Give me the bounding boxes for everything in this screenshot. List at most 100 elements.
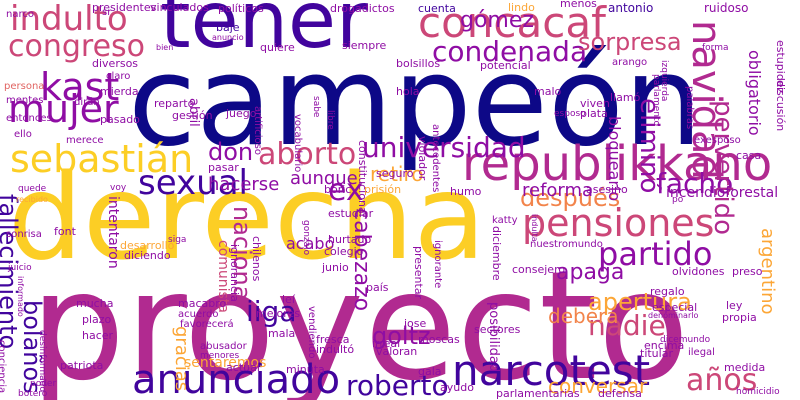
word-apaga: apaga [556,260,625,285]
word-ruidoso: ruidoso [704,1,749,15]
word-universidad: universidad [362,131,526,164]
word-regalo: regalo [650,285,685,298]
word-indulto: indulto [10,0,128,39]
word-derecha: derecha [8,148,486,286]
word-mucha: mucha [76,297,114,310]
word-especial: especial [652,301,698,314]
word-bien: bien [156,43,174,52]
word-denominarlo: denominarlo [648,311,699,320]
word-homicidio: homicidio [736,387,780,397]
word-diciembre: diciembre [490,226,503,281]
word-merece: merece [66,135,104,146]
word-cuenta: cuenta [418,2,456,15]
word-mejores: mejores [256,307,301,320]
word-indulta: indulta [530,214,539,242]
word-ex: ex [328,173,364,208]
word-malo: malo [534,85,562,98]
word-sorpresa: sorpresa [578,28,682,56]
word-lindo: lindo [508,1,535,14]
word-valoran: valoran [376,345,418,358]
word-sectores: sectores [474,323,521,336]
word-constitucional: constitucional [356,140,369,217]
word-hola: hola [396,85,420,98]
word-narco: narco [6,9,34,20]
word-persona: persona [4,81,45,92]
word-antecedentes: antecedentes [430,124,441,193]
word-nuestromundo: nuestromundo [530,239,603,250]
word-acuerdo: acuerdo [178,309,219,320]
word-estupidez: estupidez [774,40,787,94]
word-drogadictos: drogadictos [330,2,395,15]
word-defensa: defensa [598,387,642,400]
word-sabe: sabe [311,96,321,118]
word-colegio: colegio [324,245,364,258]
word-ignorancia: ignorancia [228,244,241,302]
word-gomez: gómez [460,8,534,33]
word-medida: medida [724,361,766,374]
word-voy: voy [110,183,127,193]
word-pasado: pasado [100,113,140,126]
word-aunque: aunque [290,168,358,189]
word-propia: propia [722,311,757,324]
word-po: po [672,195,684,205]
word-vocabulario: vocabulario [292,114,303,173]
word-recibido: recibido [16,195,48,204]
word-patriota: patriota [60,359,104,372]
word-menores: menores [200,351,240,361]
word-asesino: asesino [586,183,628,196]
word-parlamentarias: parlamentarias [496,387,580,400]
word-narcotest: narcotest [452,346,651,395]
word-botero: botero [18,389,48,399]
word-ilegal: ilegal [688,347,715,358]
word-actual: actual [226,361,260,374]
word-nadie: nadie [588,309,666,342]
word-font: font [54,225,76,238]
word-fresca: fresca [316,333,350,346]
word-titular: titular [640,347,673,360]
word-sonrisa: sonrisa [6,229,42,240]
word-diran: dirán [74,97,100,108]
word-poder: poder [30,379,57,389]
word-facho: facho [656,167,734,200]
word-hacer: hacer [82,329,114,342]
word-arango: arango [612,57,648,68]
word-olvidones: olvidones [672,265,725,278]
word-potencial: potencial [480,59,531,72]
word-informado: informado [16,276,25,317]
word-sr: sr [102,7,112,18]
word-dicemundo: dicemundo [660,335,711,345]
word-gestion: gestión [172,109,213,122]
word-abusador: abusador [200,341,247,352]
word-izquierda: izquierda [659,60,669,102]
word-gonzalo: gonzalo [301,220,311,256]
word-pasar: pasar [208,161,239,174]
word-mala: mala [268,327,296,340]
word-congreso: congreso [8,29,146,64]
word-republikkano: republikkano [462,136,773,192]
word-despues: después [520,184,621,212]
word-ignorante: ignorante [432,240,443,289]
word-sentaremos: sentaremos [184,355,267,371]
word-bolsillos: bolsillos [396,57,441,70]
word-presentar: presentar [412,246,425,300]
word-juicio: juicio [8,263,32,273]
word-plazo: plazo [82,313,112,326]
word-forma: forma [702,43,729,53]
word-tener: tener [160,0,369,66]
word-partido: partido [598,235,713,273]
word-retiro: retiro [370,162,424,186]
word-mentes: mentes [6,95,44,106]
word-jose: jose [404,317,427,330]
word-politicos: políticos [218,2,264,15]
word-katty: katty [492,215,518,226]
word-encima: encima [644,339,685,352]
word-humo: humo [450,185,482,198]
word-exesposo: exesposo [694,135,741,146]
word-indulto: indultó [316,343,355,356]
word-aborto: aborto [258,137,357,172]
word-ello: ello [14,129,32,140]
word-moscas: moscas [418,333,460,346]
word-apertura: apertura [588,288,692,316]
word-entonces: entonces [6,113,52,124]
word-pensiones: pensiones [522,201,715,245]
